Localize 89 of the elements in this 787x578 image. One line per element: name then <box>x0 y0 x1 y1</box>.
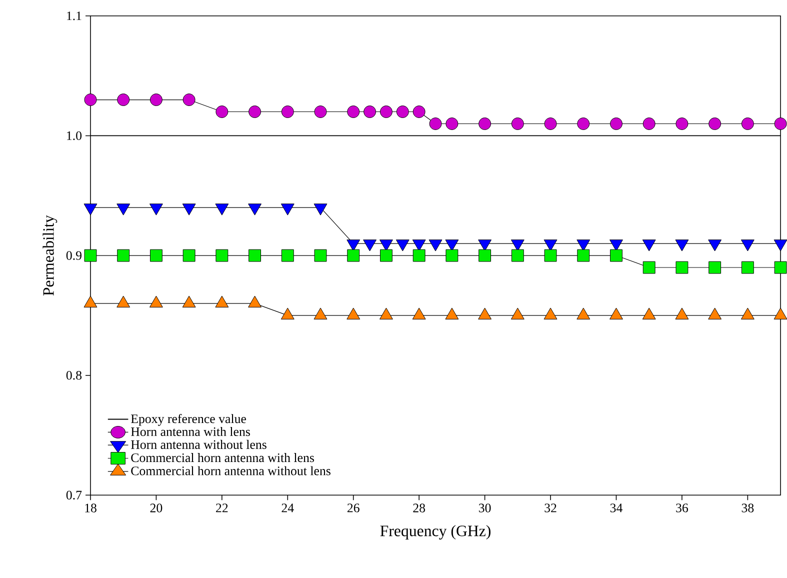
point <box>281 249 294 262</box>
point <box>281 106 294 118</box>
x-tick-label: 22 <box>216 504 228 512</box>
point <box>708 261 722 274</box>
point <box>544 308 558 320</box>
x-tick-label: 38 <box>742 504 754 512</box>
point <box>610 118 622 130</box>
point <box>248 249 262 262</box>
y-tick-label: 0.8 <box>66 371 82 380</box>
legend-label: Horn antenna with lens <box>131 427 250 436</box>
point <box>610 308 623 320</box>
point <box>429 118 442 130</box>
x-tick-label: 26 <box>347 504 360 512</box>
point <box>380 106 392 118</box>
point <box>215 296 229 308</box>
y-tick-label: 1.1 <box>67 12 82 20</box>
x-tick-label: 24 <box>282 504 294 512</box>
point <box>314 249 327 262</box>
point <box>577 118 590 130</box>
point <box>116 296 130 308</box>
point <box>676 118 688 130</box>
point <box>347 106 360 118</box>
legend-label: Horn antenna without lens <box>131 440 266 450</box>
y-tick-label: 1.0 <box>67 132 82 140</box>
point <box>642 261 656 274</box>
point <box>346 308 360 320</box>
point <box>150 249 162 262</box>
point <box>511 249 524 262</box>
x-tick-label: 28 <box>413 504 426 512</box>
point <box>412 249 426 262</box>
legend-label: Epoxy reference value <box>131 414 246 426</box>
point <box>182 296 196 308</box>
point <box>741 261 754 274</box>
x-tick-label: 36 <box>676 504 688 512</box>
point <box>675 308 689 320</box>
point <box>412 308 426 320</box>
y-axis-title: Permeability <box>42 215 58 296</box>
point <box>741 118 754 130</box>
y-tick-label: 0.7 <box>66 490 82 500</box>
x-tick-label: 20 <box>150 504 162 512</box>
point <box>182 94 196 106</box>
point <box>396 106 409 118</box>
point <box>478 118 492 130</box>
point <box>708 118 722 130</box>
point <box>248 106 262 118</box>
y-tick-label: 0.9 <box>66 251 82 260</box>
x-tick-label: 34 <box>610 504 622 512</box>
point <box>642 118 656 130</box>
point <box>364 106 376 118</box>
point <box>280 308 294 320</box>
legend-label: Commercial horn antenna with lens <box>131 453 314 462</box>
point <box>511 118 524 130</box>
point <box>84 249 97 262</box>
point <box>216 249 228 262</box>
point <box>446 118 458 130</box>
point <box>544 249 557 262</box>
point <box>314 106 327 118</box>
point <box>478 308 492 320</box>
legend-label: Commercial horn antenna without lens <box>131 466 330 476</box>
point <box>84 94 97 106</box>
point <box>150 94 162 106</box>
point <box>347 249 360 262</box>
point <box>314 308 328 320</box>
point <box>446 249 458 262</box>
point <box>150 296 163 308</box>
point <box>510 308 524 320</box>
point <box>708 308 722 320</box>
x-tick-label: 30 <box>478 504 491 512</box>
point <box>182 249 196 262</box>
point <box>610 249 622 262</box>
point <box>412 106 426 118</box>
point <box>478 249 492 262</box>
point <box>740 308 754 320</box>
point <box>642 308 656 320</box>
point <box>577 249 590 262</box>
x-tick-label: 18 <box>85 504 96 512</box>
point <box>117 249 130 262</box>
x-tick-label: 32 <box>544 504 556 512</box>
point <box>576 308 590 320</box>
point <box>676 261 688 274</box>
x-axis-title: Frequency (GHz) <box>380 525 490 540</box>
point <box>216 106 228 118</box>
point <box>248 296 262 308</box>
point <box>380 249 392 262</box>
point <box>380 308 393 320</box>
point <box>445 308 459 320</box>
point <box>544 118 557 130</box>
point <box>84 296 98 308</box>
point <box>117 94 130 106</box>
